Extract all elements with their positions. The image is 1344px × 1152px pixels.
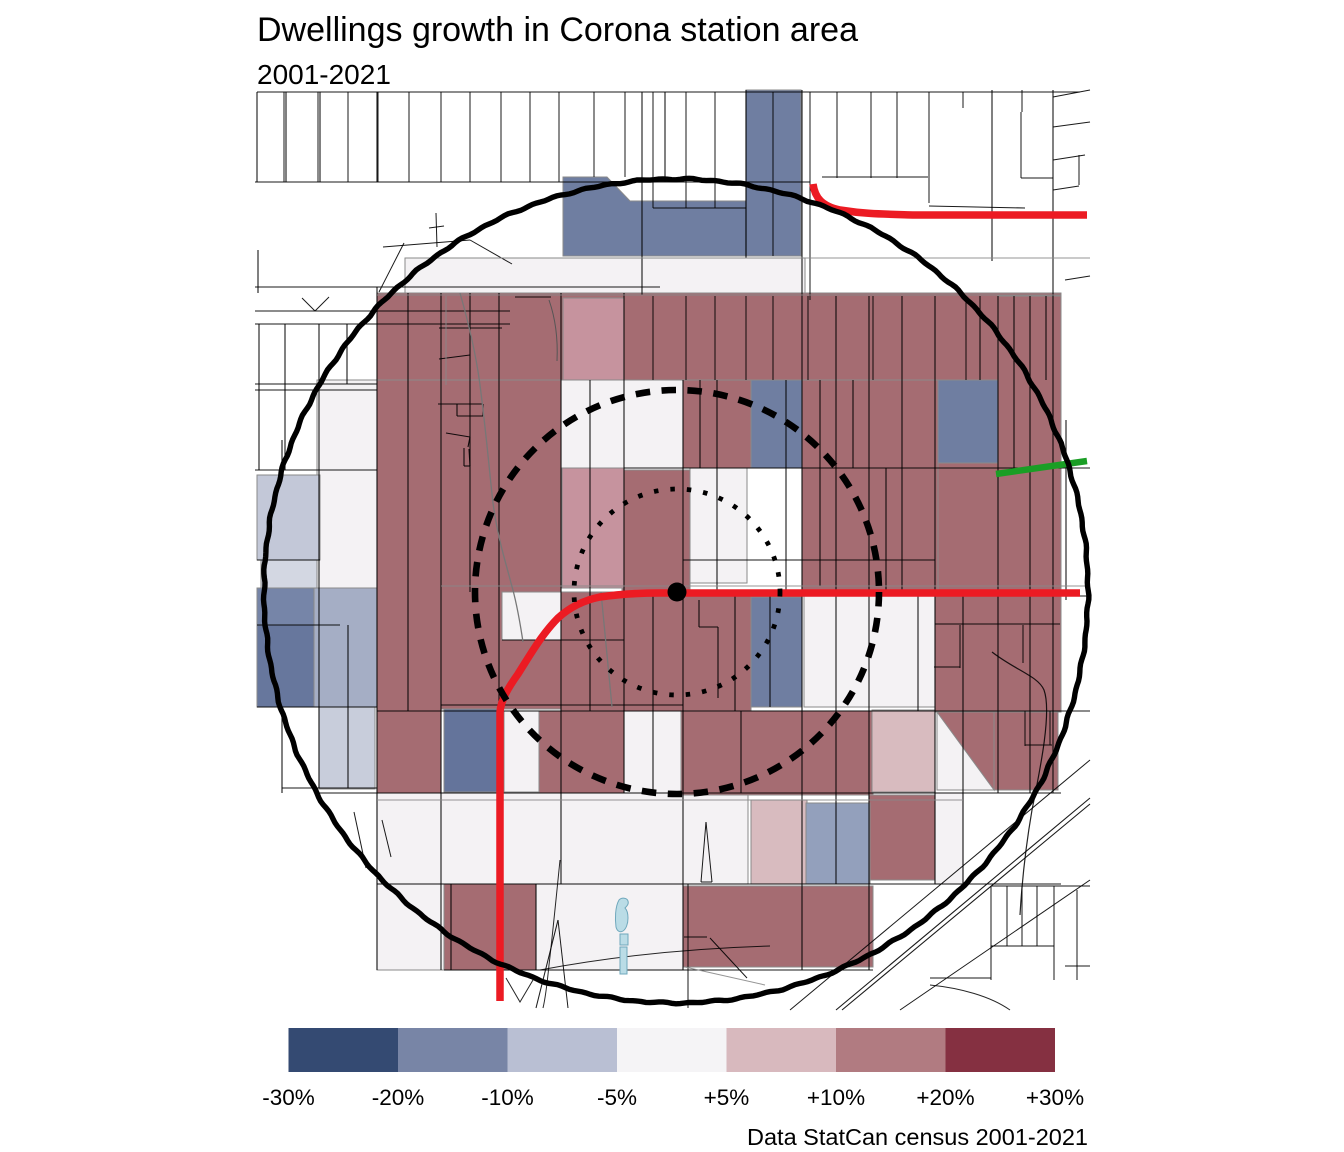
svg-text:+20%: +20%	[916, 1085, 974, 1110]
svg-text:2001-2021: 2001-2021	[257, 59, 391, 90]
svg-text:-5%: -5%	[597, 1085, 637, 1110]
svg-text:Dwellings growth in Corona sta: Dwellings growth in Corona station area	[257, 11, 858, 49]
svg-text:+10%: +10%	[807, 1085, 865, 1110]
svg-text:-10%: -10%	[481, 1085, 534, 1110]
svg-text:-20%: -20%	[372, 1085, 425, 1110]
svg-text:+5%: +5%	[704, 1085, 750, 1110]
svg-text:+30%: +30%	[1026, 1085, 1084, 1110]
svg-text:-30%: -30%	[262, 1085, 315, 1110]
svg-text:Data StatCan census 2001-2021: Data StatCan census 2001-2021	[747, 1124, 1088, 1150]
